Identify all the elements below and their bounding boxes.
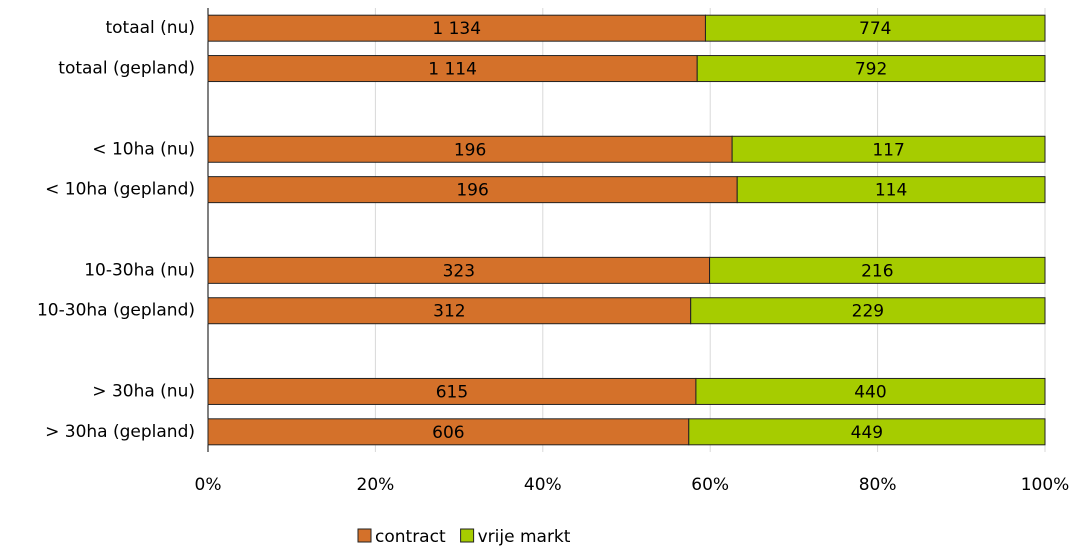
y-tick-label: > 30ha (nu) <box>92 381 195 401</box>
data-label: 1 134 <box>432 19 481 39</box>
bar-segment <box>688 418 1046 446</box>
x-tick-label: 60% <box>691 475 729 495</box>
x-tick-label: 40% <box>524 475 562 495</box>
data-label: 114 <box>875 181 907 201</box>
data-label: 792 <box>855 60 887 80</box>
data-label: 323 <box>443 261 475 281</box>
data-label: 312 <box>433 302 465 322</box>
data-label: 196 <box>456 181 488 201</box>
data-label: 216 <box>861 261 893 281</box>
y-tick-label: < 10ha (gepland) <box>45 180 195 200</box>
y-tick-label: totaal (gepland) <box>58 59 195 79</box>
bar-segment <box>690 297 1046 325</box>
bar-segment <box>736 176 1046 204</box>
x-tick-label: 0% <box>195 475 222 495</box>
data-label: 606 <box>432 423 464 443</box>
data-label: 774 <box>859 19 891 39</box>
data-label: 229 <box>852 302 884 322</box>
bar-segment <box>207 135 733 163</box>
data-label: 117 <box>872 140 904 160</box>
data-label: 1 114 <box>428 60 477 80</box>
data-label: 196 <box>454 140 486 160</box>
data-label: 449 <box>851 423 883 443</box>
y-tick-label: < 10ha (nu) <box>92 139 195 159</box>
bar-segment <box>709 256 1046 284</box>
y-tick-label: > 30ha (gepland) <box>45 422 195 442</box>
x-tick-label: 100% <box>1021 475 1070 495</box>
legend-label: vrije markt <box>478 527 571 547</box>
bar-segment <box>207 377 697 405</box>
legend-label: contract <box>375 527 446 547</box>
bar-segment <box>731 135 1046 163</box>
bar-segment <box>207 14 706 42</box>
y-tick-label: 10-30ha (gepland) <box>37 301 195 321</box>
bar-segment <box>704 14 1046 42</box>
bar-segment <box>696 55 1046 83</box>
legend-swatch <box>357 528 372 543</box>
x-tick-label: 20% <box>357 475 395 495</box>
bar-segment <box>207 297 692 325</box>
bar-segment <box>695 377 1046 405</box>
data-label: 615 <box>436 382 468 402</box>
y-tick-label: 10-30ha (nu) <box>84 260 195 280</box>
y-tick-label: totaal (nu) <box>105 18 195 38</box>
legend-swatch <box>460 528 475 543</box>
data-label: 440 <box>854 382 886 402</box>
x-tick-label: 80% <box>859 475 897 495</box>
bar-segment <box>207 176 738 204</box>
bar-segment <box>207 256 711 284</box>
